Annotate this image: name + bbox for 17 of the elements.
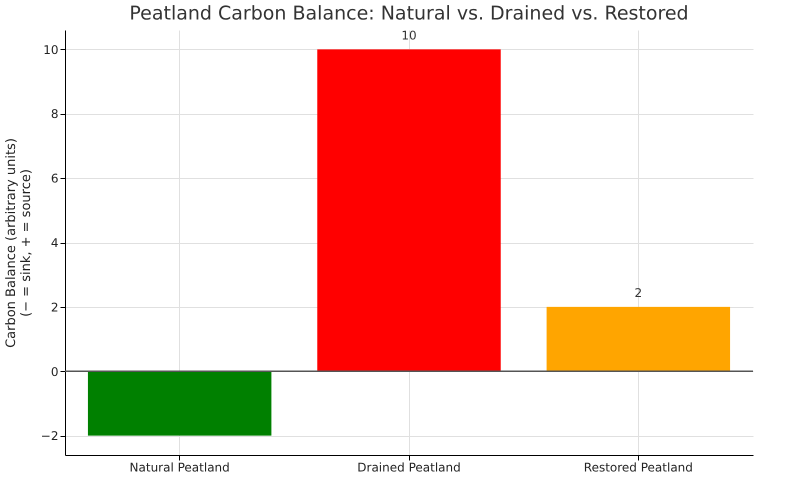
y-tick-label: 8 <box>50 107 58 122</box>
y-tick-label: 10 <box>43 42 58 57</box>
y-tick-label: 6 <box>50 172 58 186</box>
y-tick-label: 4 <box>50 236 58 250</box>
data-label: 2 <box>634 286 642 300</box>
y-tick-label: 2 <box>50 300 58 314</box>
y-tick-label: −2 <box>40 429 58 444</box>
bar <box>546 306 730 372</box>
data-label: 10 <box>401 28 417 42</box>
y-axis-title: Carbon Balance (arbitrary units) (− = sink, + = source) <box>4 138 34 348</box>
bar <box>88 371 272 436</box>
y-tick-label: 0 <box>50 364 58 379</box>
bar <box>317 49 501 372</box>
x-tick-label: Restored Peatland <box>584 460 693 474</box>
chart-title: Peatland Carbon Balance: Natural vs. Drained vs. Restored <box>129 2 689 24</box>
x-tick-label: Natural Peatland <box>130 460 230 474</box>
x-tick-label: Drained Peatland <box>357 460 461 474</box>
